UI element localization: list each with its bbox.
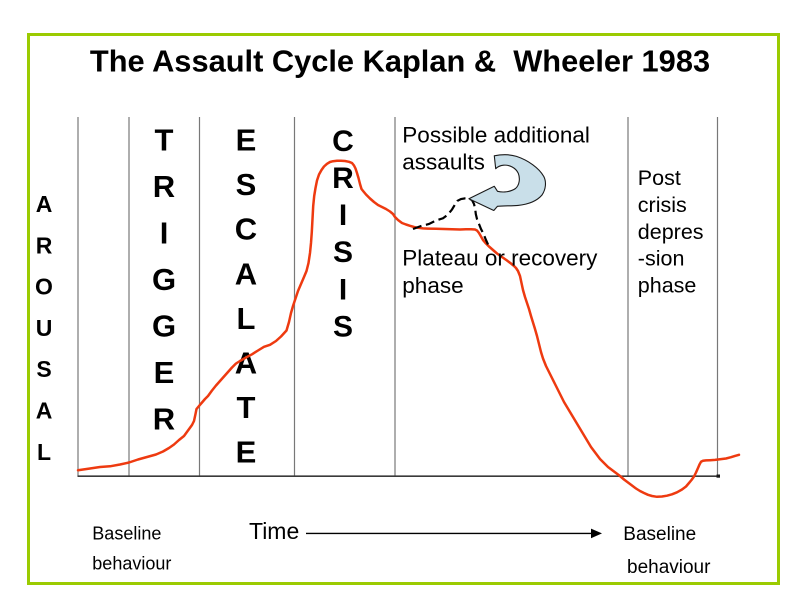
svg-text:E: E	[154, 355, 175, 390]
svg-text:I: I	[339, 199, 347, 232]
svg-text:G: G	[152, 262, 176, 297]
svg-text:R: R	[36, 232, 53, 258]
svg-text:behaviour: behaviour	[627, 557, 711, 578]
svg-text:Post: Post	[638, 166, 681, 190]
svg-text:Baseline: Baseline	[623, 524, 696, 545]
svg-text:crisis: crisis	[638, 193, 687, 217]
svg-text:depres: depres	[638, 220, 704, 244]
svg-text:E: E	[236, 123, 257, 158]
svg-text:The Assault Cycle Kaplan & Wh: The Assault Cycle Kaplan & Wheeler 1983	[90, 44, 710, 79]
svg-text:R: R	[332, 162, 354, 195]
svg-text:I: I	[339, 273, 347, 306]
svg-text:S: S	[333, 310, 353, 343]
svg-text:A: A	[235, 256, 257, 291]
svg-text:C: C	[332, 125, 354, 158]
svg-text:L: L	[37, 439, 51, 465]
svg-text:E: E	[236, 435, 257, 470]
svg-text:T: T	[237, 390, 256, 425]
svg-text:-sion: -sion	[638, 247, 685, 271]
svg-text:I: I	[160, 215, 169, 250]
svg-text:phase: phase	[638, 274, 697, 298]
svg-text:S: S	[333, 236, 353, 269]
svg-text:T: T	[155, 122, 174, 157]
svg-text:phase: phase	[402, 273, 463, 298]
svg-text:O: O	[35, 274, 53, 300]
svg-text:Baseline: Baseline	[92, 524, 161, 544]
svg-text:U: U	[36, 315, 53, 341]
svg-text:S: S	[36, 356, 51, 382]
svg-text:R: R	[153, 169, 175, 204]
svg-text:L: L	[237, 301, 256, 336]
svg-text:behaviour: behaviour	[92, 554, 171, 574]
svg-text:R: R	[153, 401, 175, 436]
svg-text:Possible additional: Possible additional	[402, 122, 590, 147]
svg-text:Plateau or recovery: Plateau or recovery	[402, 245, 598, 270]
svg-text:A: A	[36, 398, 53, 424]
svg-text:Time: Time	[249, 518, 299, 544]
svg-text:S: S	[236, 167, 257, 202]
svg-text:G: G	[152, 308, 176, 343]
svg-text:assaults: assaults	[402, 149, 485, 174]
svg-text:A: A	[36, 191, 53, 217]
svg-text:C: C	[235, 212, 257, 247]
